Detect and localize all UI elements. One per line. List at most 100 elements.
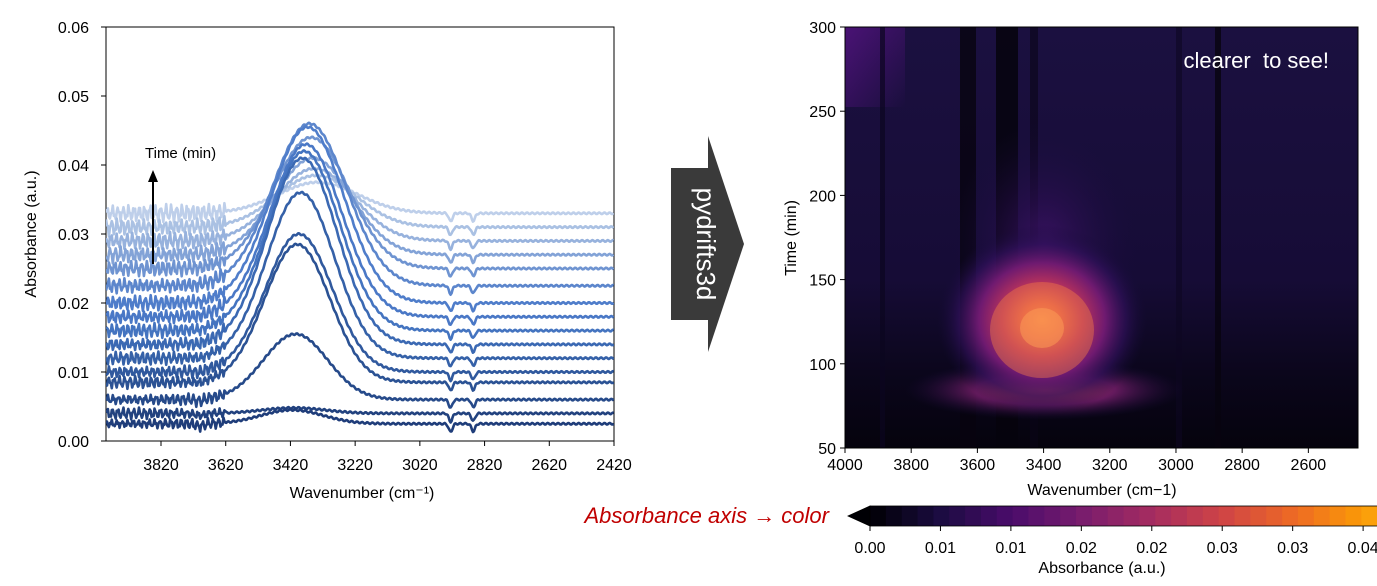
- spectrum-line: [106, 242, 614, 392]
- spectra-x-tick-label: 2820: [467, 457, 503, 474]
- heatmap-x-tick-label: 4000: [827, 457, 863, 474]
- colorbar-segment: [980, 506, 998, 526]
- spectrum-line: [106, 156, 614, 354]
- spectra-x-tick-label: 3820: [143, 457, 179, 474]
- heatmap-y-tick-label: 250: [809, 104, 836, 121]
- colorbar-segment: [1091, 506, 1109, 526]
- spectra-x-tick-label: 3620: [208, 457, 244, 474]
- colorbar-segment: [1345, 506, 1362, 526]
- colorbar-segment: [933, 506, 950, 526]
- spectrum-line: [106, 125, 614, 313]
- heatmap-x-tick-label: 3800: [893, 457, 929, 474]
- colorbar-segment: [1218, 506, 1236, 526]
- colorbar-segment: [1329, 506, 1347, 526]
- spectra-y-tick-label: 0.05: [58, 89, 89, 106]
- colorbar-segment: [1313, 506, 1331, 526]
- spectrum-line: [106, 149, 614, 341]
- heatmap-y-axis-label: Time (min): [783, 200, 800, 276]
- colorbar-tick-label: 0.00: [854, 540, 885, 557]
- colorbar-segment: [1028, 506, 1045, 526]
- colorbar-segment: [1076, 506, 1093, 526]
- colorbar-left-extend: [847, 505, 871, 527]
- colorbar-segment: [1187, 506, 1204, 526]
- spectrum-line: [106, 407, 614, 434]
- heatmap-x-tick-label: 2800: [1224, 457, 1260, 474]
- spectra-y-tick-label: 0.01: [58, 365, 89, 382]
- heatmap-chart: 50 100 150 200 250 300 4000 3800 3600 3400 3200 30…: [783, 20, 1359, 499]
- colorbar-segment: [917, 506, 934, 526]
- time-arrow-head: [148, 170, 158, 182]
- colorbar-segment: [1282, 506, 1299, 526]
- colorbar-tick-label: 0.03: [1277, 540, 1308, 557]
- colorbar-segment: [885, 506, 903, 526]
- colorbar-segment: [1234, 506, 1251, 526]
- heatmap-x-tick-label: 3600: [960, 457, 996, 474]
- heatmap-y-tick-label: 50: [818, 441, 836, 458]
- spectrum-line: [106, 190, 614, 368]
- spectrum-line: [106, 135, 614, 278]
- spectrum-line: [106, 142, 614, 326]
- mapping-note: Absorbance axis → color: [582, 503, 830, 528]
- colorbar-tick-label: 0.03: [1207, 540, 1238, 557]
- colorbar-label: Absorbance (a.u.): [1038, 560, 1165, 577]
- spectra-x-tick-label: 3020: [402, 457, 438, 474]
- spectra-x-axis-label: Wavenumber (cm⁻¹): [290, 485, 435, 502]
- heatmap-y-tick-label: 150: [809, 273, 836, 290]
- colorbar-segment: [901, 506, 919, 526]
- colorbar-tick-label: 0.01: [995, 540, 1026, 557]
- heatmap-annotation: clearer to see!: [1183, 48, 1329, 73]
- colorbar-segment: [1297, 506, 1315, 526]
- pydrifts3d-arrow: pydrifts3d: [671, 136, 744, 352]
- colorbar-segment: [949, 506, 966, 526]
- heatmap-x-tick-label: 3400: [1026, 457, 1062, 474]
- colorbar-tick-label: 0.02: [1136, 540, 1167, 557]
- spectra-x-tick-label: 2620: [531, 457, 567, 474]
- colorbar-segment: [1266, 506, 1283, 526]
- colorbar-segment: [1250, 506, 1267, 526]
- spectra-x-tick-label: 3420: [273, 457, 309, 474]
- colorbar-tick-label: 0.04: [1348, 540, 1377, 557]
- spectra-y-tick-label: 0.04: [58, 158, 89, 175]
- colorbar-segment: [1155, 506, 1172, 526]
- spectrum-line: [106, 173, 614, 238]
- heatmap-x-axis-label: Wavenumber (cm−1): [1027, 482, 1176, 499]
- spectra-chart: 0.00 0.01 0.02 0.03 0.04 0.05 0.06 3820 3620 342…: [23, 20, 632, 502]
- colorbar-segment: [1060, 506, 1077, 526]
- colorbar-segment: [996, 506, 1014, 526]
- spectra-y-tick-label: 0.06: [58, 20, 89, 37]
- arrow-shape: [671, 136, 744, 352]
- arrow-label: pydrifts3d: [691, 188, 721, 301]
- heatmap-x-tick-label: 2600: [1291, 457, 1327, 474]
- spectrum-line: [106, 166, 614, 252]
- spectra-x-tick-label: 3220: [337, 457, 373, 474]
- colorbar-segment: [1123, 506, 1141, 526]
- spectrum-line: [106, 232, 614, 383]
- spectra-y-tick-label: 0.00: [58, 434, 89, 451]
- heatmap-image: [844, 26, 1359, 449]
- spectra-x-tick-label: 2420: [596, 457, 632, 474]
- colorbar-segment: [1202, 506, 1220, 526]
- time-arrow-label: Time (min): [145, 145, 216, 162]
- colorbar-segment: [1012, 506, 1030, 526]
- spectrum-line: [106, 332, 614, 409]
- colorbar: 0.000.010.010.020.020.030.030.040.05 Abs…: [847, 505, 1377, 577]
- spectrum-line: [106, 405, 614, 424]
- colorbar-segment: [1171, 506, 1188, 526]
- colorbar-tick-label: 0.01: [925, 540, 956, 557]
- spectrum-line: [106, 121, 614, 296]
- heatmap-x-tick-label: 3200: [1092, 457, 1128, 474]
- spectra-y-tick-label: 0.02: [58, 296, 89, 313]
- colorbar-tick-label: 0.02: [1066, 540, 1097, 557]
- heatmap-y-tick-label: 100: [809, 357, 836, 374]
- spectrum-line: [106, 180, 614, 224]
- colorbar-segment: [1044, 506, 1061, 526]
- heatmap-x-tick-label: 3000: [1158, 457, 1194, 474]
- spectra-y-axis-label: Absorbance (a.u.): [23, 170, 40, 297]
- colorbar-segment: [1361, 506, 1377, 526]
- colorbar-segment: [870, 506, 887, 526]
- heatmap-y-tick-label: 300: [809, 20, 836, 37]
- spectra-y-tick-label: 0.03: [58, 227, 89, 244]
- heatmap-y-tick-label: 200: [809, 188, 836, 205]
- colorbar-segment: [1107, 506, 1125, 526]
